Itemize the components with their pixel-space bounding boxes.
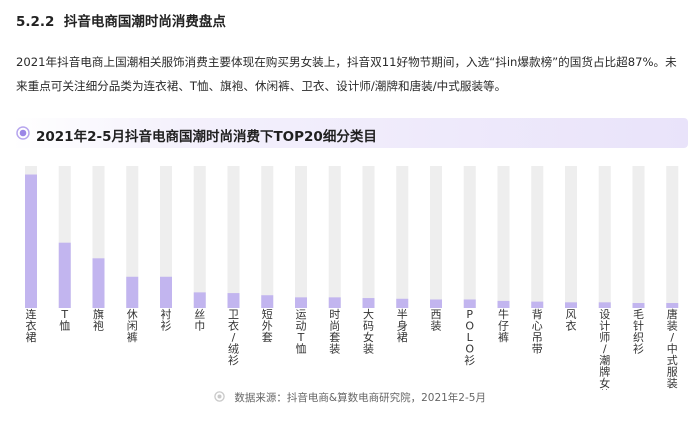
category-label: 风衣 <box>566 308 577 333</box>
bar <box>565 302 577 308</box>
title-dot-icon <box>16 126 30 140</box>
bar-track <box>396 166 409 308</box>
bar <box>497 300 510 308</box>
bar <box>362 298 375 308</box>
bar <box>632 303 645 308</box>
category-label: 毛针织衫 <box>633 308 644 356</box>
bar <box>261 295 274 308</box>
category-label: 旗袍 <box>93 307 104 333</box>
bar-track <box>497 166 510 308</box>
bar <box>58 242 71 308</box>
category-label: 休闲裤 <box>127 308 138 344</box>
bar <box>227 293 240 308</box>
category-label: 衬衫 <box>161 308 172 333</box>
bar <box>598 302 611 308</box>
bar <box>430 299 442 308</box>
bar <box>463 299 476 308</box>
bar-track <box>463 166 476 308</box>
bar-track <box>126 166 139 308</box>
source-text: 数据来源：抖音电商&算数电商研究院，2021年2-5月 <box>234 392 486 404</box>
bar-track <box>193 166 206 308</box>
category-label: 设计师/潮牌女装 <box>599 308 610 390</box>
chart-title: 2021年2-5月抖音电商国潮时尚消费下TOP20细分类目 <box>36 129 377 145</box>
source-note: 数据来源：抖音电商&算数电商研究院，2021年2-5月 <box>0 390 700 405</box>
bar <box>160 276 172 308</box>
bar-track <box>362 166 375 308</box>
bar-track <box>598 166 611 308</box>
bar-track <box>430 166 442 308</box>
category-label: 半身裙 <box>397 307 408 344</box>
category-label: 牛仔裤 <box>498 307 509 344</box>
bar-track <box>227 166 240 308</box>
bar <box>25 174 37 308</box>
bar-track <box>666 166 679 308</box>
bar-track <box>295 166 307 308</box>
section-title: 抖音电商国潮时尚消费盘点 <box>63 14 226 30</box>
bar-track <box>632 166 645 308</box>
bar <box>92 258 105 308</box>
bar-track <box>261 166 274 308</box>
bar <box>531 301 544 308</box>
section-heading: 5.2.2 抖音电商国潮时尚消费盘点 <box>16 10 226 30</box>
category-label: 连衣裙 <box>26 308 37 344</box>
bar-track <box>160 166 172 308</box>
body-paragraph: 2021年抖音电商上国潮相关服饰消费主要体现在购买男女装上，抖音双11好物节期间… <box>16 55 677 93</box>
bar <box>126 276 139 308</box>
category-label: 短外套 <box>262 307 273 344</box>
category-label: 背心吊带 <box>532 307 543 356</box>
bar <box>666 303 679 308</box>
category-label: 时尚套装 <box>329 308 340 356</box>
category-label: 大码女装 <box>363 307 374 356</box>
chart-title-banner: 2021年2-5月抖音电商国潮时尚消费下TOP20细分类目 <box>12 118 688 148</box>
bar-track <box>565 166 577 308</box>
category-label: 运动 T 恤 <box>296 308 307 356</box>
section-number: 5.2.2 <box>16 14 55 30</box>
bar <box>396 298 409 308</box>
bar <box>193 292 206 308</box>
category-label: 卫衣/绒衫 <box>228 308 239 367</box>
bar <box>328 297 341 308</box>
source-dot-icon <box>214 391 225 402</box>
bar-track <box>328 166 341 308</box>
bar-track <box>531 166 544 308</box>
bar <box>295 297 307 308</box>
category-label: 唐装/中式服装 <box>667 307 678 390</box>
category-label: 丝巾 <box>194 308 205 333</box>
category-label: 西装 <box>431 308 442 333</box>
